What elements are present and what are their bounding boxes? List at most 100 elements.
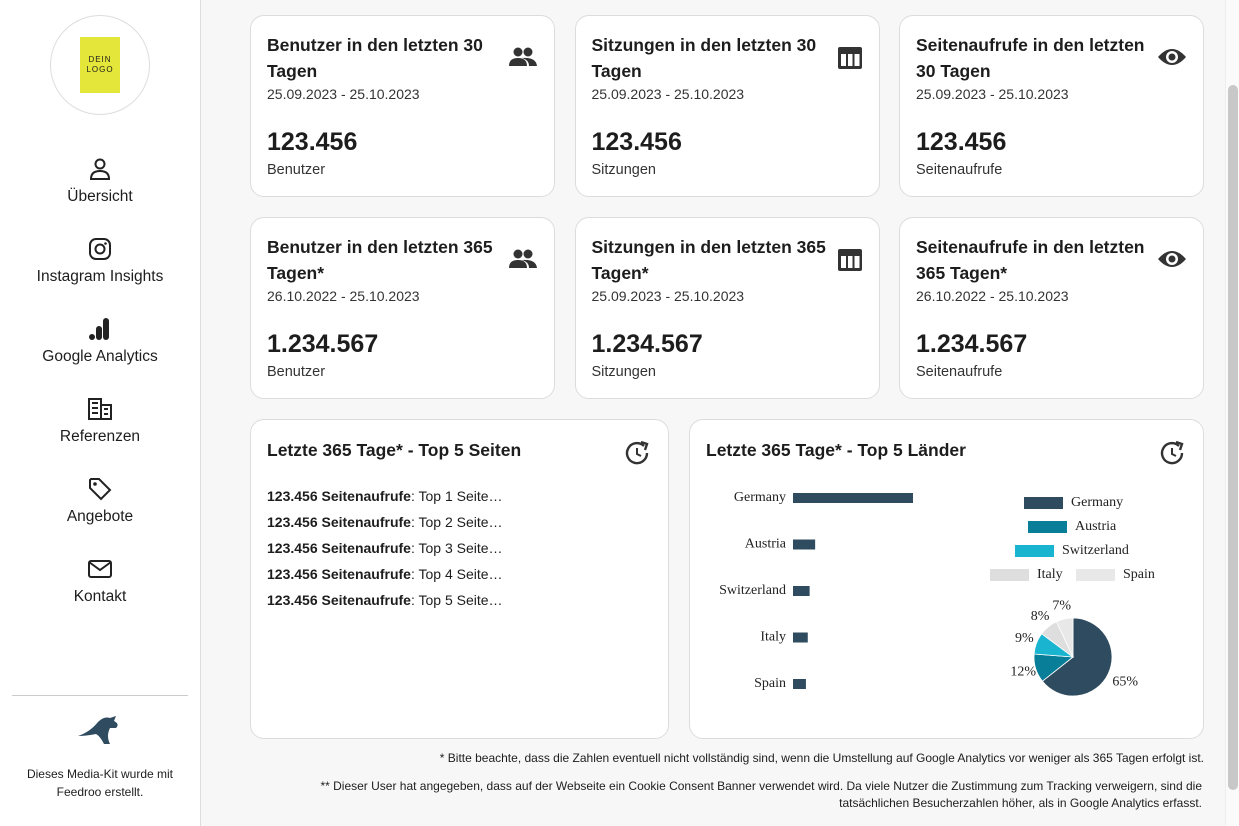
- sidebar-footer: Dieses Media-Kit wurde mit Feedroo erste…: [26, 767, 174, 799]
- legend-label: Switzerland: [1062, 543, 1129, 558]
- stat-value: 1.234.567: [916, 330, 1028, 358]
- page-views: 123.456 Seitenaufrufe: [267, 566, 411, 582]
- footnote: * Bitte beachte, dass die Zahlen eventue…: [439, 751, 1204, 765]
- top-page-item: 123.456 Seitenaufrufe: Top 4 Seite…: [267, 566, 503, 582]
- date-range: 25.09.2023 - 25.10.2023: [591, 288, 745, 304]
- stat-value: 123.456: [591, 128, 682, 156]
- card-title: Sitzungen in den letzten 365 Tagen*: [591, 237, 826, 283]
- nav-item[interactable]: Kontakt: [0, 557, 200, 606]
- top-pages-card: Letzte 365 Tage* - Top 5 Seiten 123.456 …: [250, 419, 669, 739]
- card-title: Benutzer in den letzten 365 Tagen*: [267, 237, 493, 283]
- nav-icon: [0, 317, 200, 345]
- nav-icon: [0, 397, 200, 425]
- page-name: : Top 5 Seite…: [410, 592, 503, 608]
- nav-icon: [0, 157, 200, 185]
- stat-unit: Benutzer: [267, 162, 326, 178]
- top-page-item: 123.456 Seitenaufrufe: Top 1 Seite…: [267, 488, 503, 504]
- nav-item[interactable]: Angebote: [0, 477, 200, 526]
- bar-label: Spain: [754, 676, 786, 691]
- date-range: 26.10.2022 - 25.10.2023: [916, 288, 1069, 304]
- bar: [793, 539, 816, 550]
- page-name: : Top 3 Seite…: [410, 540, 503, 556]
- legend-label: Austria: [1075, 519, 1117, 534]
- date-range: 25.09.2023 - 25.10.2023: [916, 86, 1069, 102]
- stat-unit: Seitenaufrufe: [916, 162, 1003, 178]
- nav-item[interactable]: Instagram Insights: [0, 237, 200, 286]
- date-range: 26.10.2022 - 25.10.2023: [267, 288, 420, 304]
- scroll-thumb[interactable]: [1228, 85, 1238, 790]
- date-range: 25.09.2023 - 25.10.2023: [591, 86, 745, 102]
- legend-swatch: [1015, 545, 1054, 557]
- top-page-item: 123.456 Seitenaufrufe: Top 2 Seite…: [267, 514, 503, 530]
- nav-item[interactable]: Referenzen: [0, 397, 200, 446]
- page-name: : Top 1 Seite…: [410, 488, 503, 504]
- legend-swatch: [1076, 569, 1115, 581]
- card-title: Letzte 365 Tage* - Top 5 Seiten: [267, 440, 522, 460]
- legend-label: Germany: [1071, 495, 1123, 510]
- card-icon: [508, 248, 538, 275]
- divider: [12, 695, 188, 696]
- card-icon: [837, 248, 863, 277]
- page-views: 123.456 Seitenaufrufe: [267, 540, 411, 556]
- refresh-icon[interactable]: [1159, 440, 1185, 466]
- pie-value-label: 7%: [1052, 598, 1071, 613]
- nav-icon: [0, 237, 200, 265]
- card-title: Seitenaufrufe in den letzten 30 Tagen: [916, 35, 1145, 81]
- scrollbar[interactable]: [1225, 0, 1239, 826]
- top-page-item: 123.456 Seitenaufrufe: Top 3 Seite…: [267, 540, 503, 556]
- stat-unit: Benutzer: [267, 364, 326, 380]
- stat-value: 123.456: [267, 128, 358, 156]
- nav-label: Referenzen: [59, 428, 141, 445]
- card-icon: [508, 46, 538, 73]
- sidebar: DEIN LOGO Dieses Media-Kit wurde mit Fee…: [0, 0, 201, 826]
- nav-label: Angebote: [66, 508, 134, 525]
- stat-unit: Sitzungen: [591, 364, 657, 380]
- stat-card: Benutzer in den letzten 30 Tagen 25.09.20…: [250, 15, 555, 197]
- stat-card: Seitenaufrufe in den letzten 30 Tagen 25.…: [899, 15, 1204, 197]
- bar: [793, 632, 808, 643]
- page-name: : Top 4 Seite…: [410, 566, 503, 582]
- card-title: Sitzungen in den letzten 30 Tagen: [591, 35, 817, 81]
- card-icon: [837, 46, 863, 75]
- bar-label: Italy: [760, 630, 786, 645]
- nav-label: Instagram Insights: [36, 268, 164, 285]
- footnote: ** Dieser User hat angegeben, dass auf d…: [320, 779, 1202, 810]
- card-icon: [1157, 248, 1187, 275]
- stat-value: 1.234.567: [267, 330, 379, 358]
- pie-value-label: 9%: [1015, 631, 1034, 646]
- card-title: Benutzer in den letzten 30 Tagen: [267, 35, 483, 81]
- page-views: 123.456 Seitenaufrufe: [267, 488, 411, 504]
- refresh-icon[interactable]: [624, 440, 650, 466]
- date-range: 25.09.2023 - 25.10.2023: [267, 86, 420, 102]
- nav-item[interactable]: Übersicht: [0, 157, 200, 206]
- kangaroo-icon: [78, 716, 118, 744]
- bar: [793, 586, 810, 596]
- bar-label: Austria: [745, 537, 787, 552]
- pie-value-label: 8%: [1031, 609, 1050, 624]
- stat-value: 1.234.567: [591, 330, 703, 358]
- logo-mark: DEIN LOGO: [80, 37, 120, 93]
- top-page-item: 123.456 Seitenaufrufe: Top 5 Seite…: [267, 592, 503, 608]
- stat-value: 123.456: [916, 128, 1007, 156]
- pie-slice: [1041, 617, 1113, 697]
- logo: DEIN LOGO: [50, 15, 150, 115]
- page-views: 123.456 Seitenaufrufe: [267, 514, 411, 530]
- pie-value-label: 12%: [1010, 664, 1036, 679]
- legend-label: Spain: [1123, 567, 1155, 582]
- bar-label: Germany: [734, 490, 786, 505]
- stat-card: Sitzungen in den letzten 365 Tagen* 25.09…: [574, 217, 880, 399]
- legend-swatch: [1024, 497, 1063, 509]
- page-views: 123.456 Seitenaufrufe: [267, 592, 411, 608]
- stat-card: Benutzer in den letzten 365 Tagen* 26.10.…: [250, 217, 555, 399]
- pie-slice: [1056, 617, 1074, 658]
- bar-label: Switzerland: [719, 583, 786, 598]
- countries-card: Letzte 365 Tage* - Top 5 Länder Germany A…: [689, 419, 1204, 739]
- nav-item[interactable]: Google Analytics: [0, 317, 200, 366]
- card-icon: [1157, 46, 1187, 73]
- countries-chart: Germany Austria Switzerland Italy Spain Germa…: [719, 490, 1155, 697]
- stat-unit: Sitzungen: [591, 162, 657, 178]
- legend-swatch: [1028, 521, 1067, 533]
- card-title: Seitenaufrufe in den letzten 365 Tagen*: [916, 237, 1145, 283]
- stat-unit: Seitenaufrufe: [916, 364, 1003, 380]
- page-name: : Top 2 Seite…: [410, 514, 503, 530]
